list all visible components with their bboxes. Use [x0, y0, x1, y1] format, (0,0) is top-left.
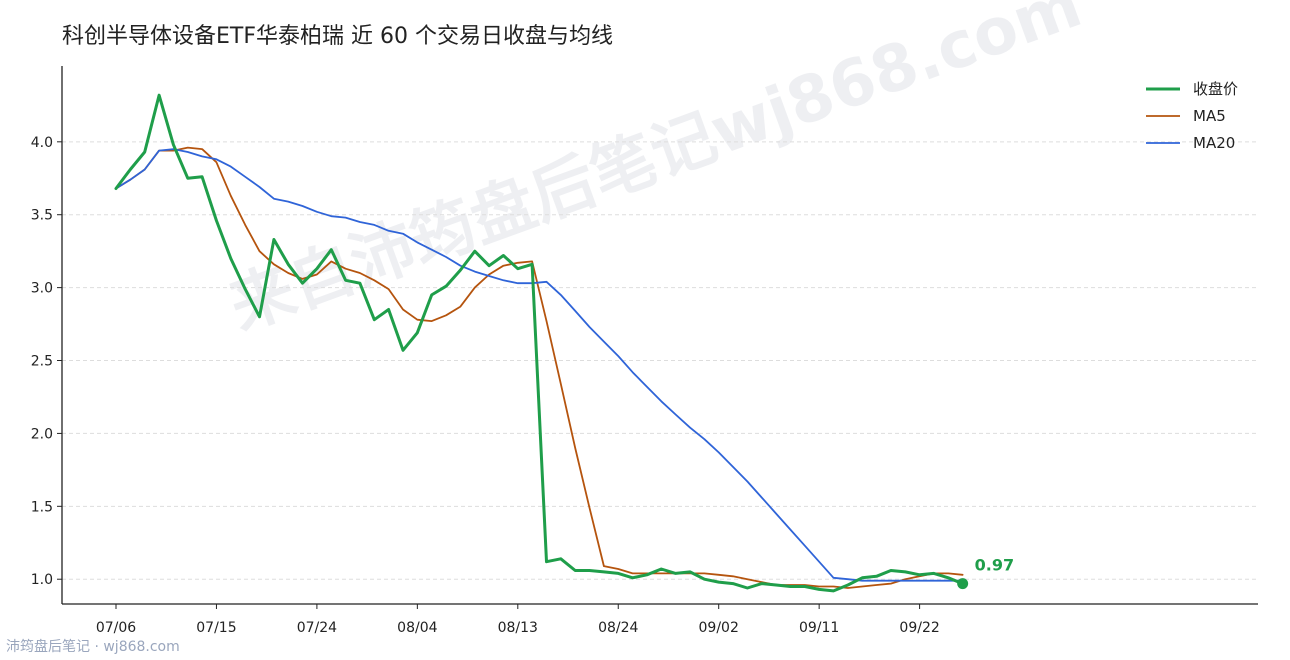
- y-tick-label: 2.0: [31, 426, 53, 442]
- y-tick-label: 1.5: [31, 499, 53, 515]
- x-tick-label: 08/24: [598, 620, 638, 636]
- axes: [57, 66, 1258, 609]
- x-tick-label: 07/15: [196, 620, 236, 636]
- y-tick-label: 2.5: [31, 354, 53, 370]
- legend-label: MA20: [1193, 134, 1235, 152]
- x-tick-label: 08/13: [498, 620, 538, 636]
- series-lines: [114, 93, 969, 593]
- legend: 收盘价 MA5 MA20: [1146, 80, 1238, 152]
- legend-label: 收盘价: [1193, 80, 1238, 98]
- watermark: 来自沛筠盘后笔记wj868.com: [220, 0, 1091, 345]
- y-tick-label: 3.5: [31, 208, 53, 224]
- x-tick-label: 07/06: [96, 620, 136, 636]
- x-tick-label: 09/11: [799, 620, 839, 636]
- legend-label: MA5: [1193, 107, 1226, 125]
- x-tick-label: 09/22: [899, 620, 939, 636]
- x-tick-label: 07/24: [297, 620, 337, 636]
- last-close-marker: [957, 578, 969, 590]
- grid-lines: [62, 141, 1258, 580]
- x-tick-label: 08/04: [397, 620, 437, 636]
- series-line-ma5: [115, 146, 964, 589]
- series-line-close: [114, 93, 965, 593]
- chart-title: 科创半导体设备ETF华泰柏瑞 近 60 个交易日收盘与均线: [62, 24, 613, 49]
- footer-source: 沛筠盘后笔记 · wj868.com: [6, 639, 180, 655]
- y-tick-label: 3.0: [31, 281, 53, 297]
- x-tick-label: 09/02: [699, 620, 739, 636]
- y-tick-label: 1.0: [31, 572, 53, 588]
- series-line-ma20: [115, 148, 964, 582]
- last-close-value-label: 0.97: [975, 556, 1014, 575]
- y-tick-label: 4.0: [31, 135, 53, 151]
- tick-labels: 1.0 1.5 2.0 2.5 3.0 3.5 4.0 07/06 07/15 07/24 08/0…: [31, 135, 1014, 636]
